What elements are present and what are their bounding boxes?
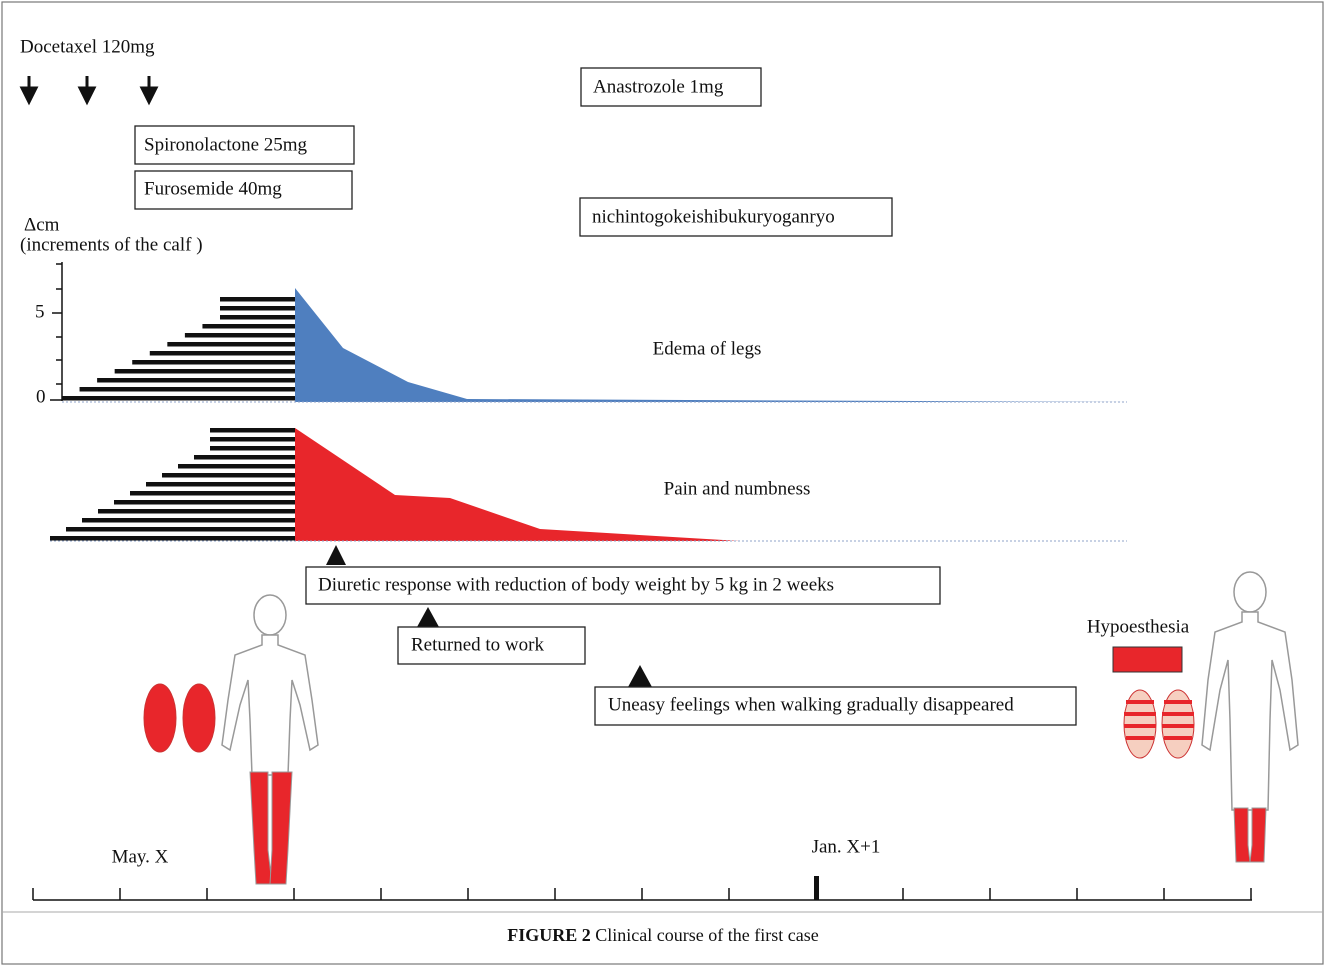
drug-box-label: Furosemide 40mg bbox=[144, 178, 282, 199]
event-marker bbox=[326, 545, 346, 565]
stripe bbox=[210, 437, 295, 442]
stripe bbox=[202, 324, 295, 329]
event-label: Uneasy feelings when walking gradually d… bbox=[608, 694, 1014, 715]
stripe bbox=[114, 500, 295, 505]
figure: Docetaxel 120mg Anastrozole 1mg Spironol… bbox=[0, 0, 1326, 967]
stripe bbox=[62, 396, 295, 401]
page: {"header": {"drug": "Docetaxel 120mg"}, … bbox=[0, 0, 1326, 967]
timeline-label: Jan. X+1 bbox=[812, 836, 881, 857]
stripe bbox=[194, 455, 295, 460]
stripe bbox=[115, 369, 295, 374]
event-label: Diuretic response with reduction of body… bbox=[318, 574, 834, 595]
stripe bbox=[130, 491, 295, 496]
stripe bbox=[97, 378, 295, 383]
pre-treatment-stripes bbox=[50, 297, 295, 541]
stripe bbox=[210, 428, 295, 433]
stripe bbox=[210, 446, 295, 451]
stripe bbox=[220, 306, 295, 311]
y-axis bbox=[50, 262, 62, 401]
event-label: Returned to work bbox=[411, 634, 544, 655]
y-tick-label: 5 bbox=[35, 301, 45, 322]
drug-box-label: nichintogokeishibukuryoganryo bbox=[592, 206, 835, 227]
stripe bbox=[146, 482, 295, 487]
caption-label: FIGURE 2 bbox=[507, 925, 591, 945]
stripe bbox=[80, 387, 295, 392]
stripe bbox=[178, 464, 295, 469]
stripe bbox=[50, 536, 295, 541]
dose-arrows bbox=[22, 76, 156, 102]
event-marker bbox=[417, 607, 439, 627]
stripe bbox=[162, 473, 295, 478]
caption: FIGURE 2 Clinical course of the first ca… bbox=[507, 925, 818, 945]
timeline-axis bbox=[33, 876, 1252, 900]
figure-left bbox=[144, 595, 318, 884]
caption-text: Clinical course of the first case bbox=[595, 925, 818, 945]
stripe bbox=[185, 333, 295, 338]
timeline-label: May. X bbox=[112, 846, 169, 867]
stripe bbox=[167, 342, 295, 347]
axis-unit: Δcm bbox=[24, 214, 60, 235]
stripe bbox=[220, 297, 295, 302]
stripe bbox=[98, 509, 295, 514]
drug-label: Docetaxel 120mg bbox=[20, 36, 155, 57]
stripe bbox=[132, 360, 295, 365]
stripe bbox=[220, 315, 295, 320]
event-marker bbox=[628, 665, 652, 687]
timeline-tick bbox=[814, 876, 819, 900]
hypoesthesia-label: Hypoesthesia bbox=[1087, 616, 1190, 637]
drug-box-label: Spironolactone 25mg bbox=[144, 134, 308, 155]
series-label: Pain and numbness bbox=[664, 478, 811, 499]
drug-box-label: Anastrozole 1mg bbox=[593, 76, 724, 97]
hypoesthesia-bar bbox=[1113, 647, 1182, 672]
axis-description: (increments of the calf ) bbox=[20, 234, 203, 255]
stripe bbox=[82, 518, 295, 523]
stripe bbox=[66, 527, 295, 532]
series-label: Edema of legs bbox=[653, 338, 762, 359]
stripe bbox=[150, 351, 295, 356]
y-tick-label: 0 bbox=[36, 386, 46, 407]
